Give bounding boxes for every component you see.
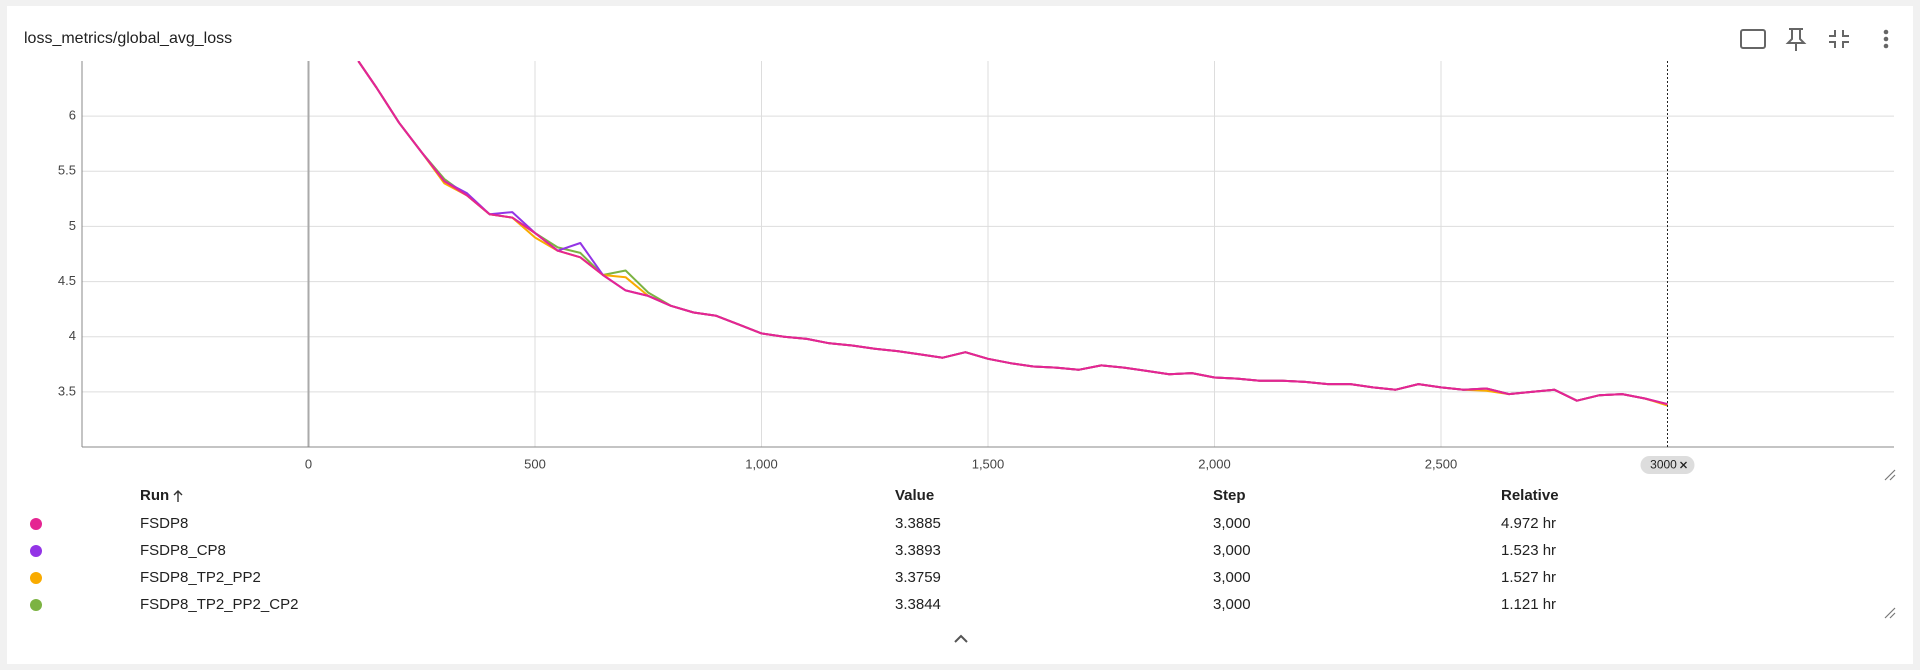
table-cell: 3,000	[1213, 515, 1251, 532]
run-color[interactable]	[30, 518, 42, 530]
table-cell: 1.121 hr	[1501, 596, 1557, 613]
column-header: Relative	[1501, 487, 1559, 504]
column-header: Value	[895, 487, 935, 504]
resize-handle[interactable]	[1883, 606, 1897, 620]
column-header: Run	[140, 487, 170, 504]
table-cell: 3.3885	[895, 515, 941, 532]
table-cell: FSDP8	[140, 515, 189, 532]
x-tick-label: 2,000	[1198, 456, 1231, 471]
card: loss_metrics/global_avg_loss 3.5 4 4.5 5 5.5…	[7, 6, 1913, 664]
table-cell: 3,000	[1213, 569, 1251, 586]
chart: 3.5 4 4.5 5 5.5 6 0 500 1,000 1,500 2,000 2,500 3000	[58, 61, 1894, 474]
plot	[357, 61, 1668, 407]
more-icon[interactable]	[1883, 29, 1889, 49]
table-cell: 4.972 hr	[1501, 515, 1557, 532]
y-tick-label: 3.5	[58, 383, 76, 398]
cursor-chip	[1640, 456, 1695, 474]
table-cell: 1.527 hr	[1501, 569, 1557, 586]
series-line	[357, 61, 1668, 406]
toolbar	[1740, 28, 1889, 51]
series-line	[357, 61, 1668, 407]
run-color[interactable]	[30, 572, 42, 584]
y-tick-label: 6	[69, 108, 76, 123]
pin-icon[interactable]	[1785, 28, 1807, 51]
table-cell: 1.523 hr	[1501, 542, 1557, 559]
table-cell: 3.3759	[895, 569, 941, 586]
collapse-icon[interactable]	[1829, 30, 1849, 48]
resize-handle[interactable]	[1883, 468, 1897, 482]
series-line	[357, 61, 1668, 406]
series-line	[357, 61, 1668, 406]
cursor-close	[1680, 461, 1687, 469]
run-color[interactable]	[30, 545, 42, 557]
y-tick-label: 4	[69, 328, 76, 343]
table-cell: 3.3844	[895, 596, 941, 613]
table-cell: 3,000	[1213, 596, 1251, 613]
x-tick-label: 500	[524, 456, 546, 471]
table-cell: FSDP8_CP8	[140, 542, 226, 559]
y-tick-label: 4.5	[58, 273, 76, 288]
table-cell: FSDP8_TP2_PP2	[140, 569, 261, 586]
x-tick-label: 1,500	[972, 456, 1005, 471]
run-color[interactable]	[30, 599, 42, 611]
x-tick-label: 0	[305, 456, 312, 471]
fit-icon[interactable]	[1740, 29, 1766, 49]
expand-toggle[interactable]	[951, 632, 971, 646]
table-cell: FSDP8_TP2_PP2_CP2	[140, 596, 299, 613]
x-tick-label: 2,500	[1425, 456, 1458, 471]
table-cell: 3,000	[1213, 542, 1251, 559]
sort-icon[interactable]	[172, 489, 184, 503]
y-tick-label: 5	[69, 218, 76, 233]
cursor-label: 3000	[1650, 458, 1677, 472]
table-cell: 3.3893	[895, 542, 941, 559]
x-tick-label: 1,000	[745, 456, 778, 471]
card-title: loss_metrics/global_avg_loss	[24, 30, 233, 47]
y-tick-label: 5.5	[58, 163, 76, 178]
column-header: Step	[1213, 487, 1246, 504]
